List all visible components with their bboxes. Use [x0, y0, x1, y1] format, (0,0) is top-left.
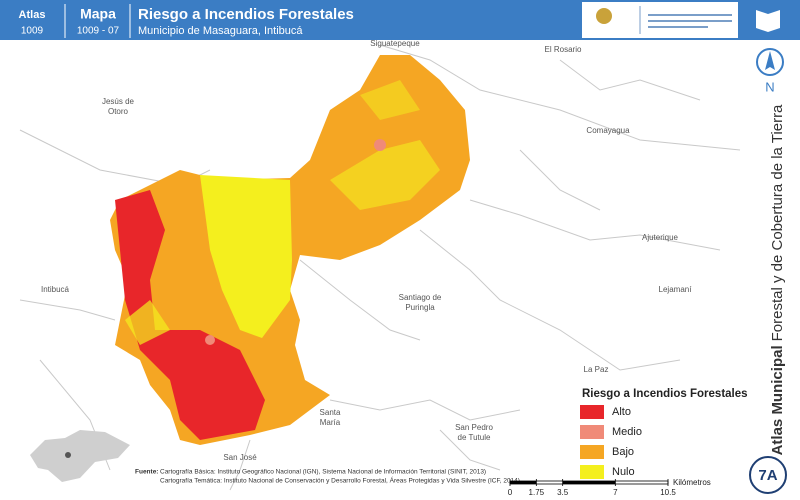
sheet-badge [749, 456, 787, 494]
place-label: San Pedro [455, 423, 493, 432]
place-label: María [320, 418, 341, 427]
north-label: N [765, 79, 774, 94]
logo-text-bar [648, 26, 708, 28]
side-title: Atlas Municipal Forestal y de Cobertura d… [769, 104, 786, 455]
source-line: Cartografía Temática: Instituto Nacional… [160, 476, 520, 485]
scale-tick-label: 10.5 [660, 488, 676, 497]
map-label: Mapa [80, 6, 116, 22]
legend-swatch [580, 445, 604, 459]
scale-tick-label: 3.5 [557, 488, 569, 497]
place-label: La Paz [584, 365, 609, 374]
municipality [110, 55, 470, 445]
subtitle: Municipio de Masaguara, Intibucá [138, 25, 303, 37]
scale-tick-label: 7 [613, 488, 618, 497]
legend-label: Alto [612, 406, 631, 418]
legend-title: Riesgo a Incendios Forestales [582, 388, 748, 400]
legend-swatch [580, 405, 604, 419]
source-line: Cartografía Básica: Instituto Geográfico… [160, 469, 486, 476]
place-label: Intibucá [41, 285, 70, 294]
place-label: Otoro [108, 107, 129, 116]
map-number: 1009 - 07 [77, 26, 120, 37]
place-label: Santa [320, 408, 341, 417]
book-icon [756, 10, 780, 32]
place-label: Comayagua [586, 126, 630, 135]
scale-segment [510, 481, 537, 484]
boundaries [19, 44, 741, 491]
logo-text-bar [648, 20, 732, 22]
side-title-rest: Forestal y de Cobertura de la Tierra [769, 104, 786, 341]
scale-tick-label: 1.75 [529, 488, 545, 497]
atlas-label: Atlas [19, 9, 46, 21]
place-label: Ajuterique [642, 233, 679, 242]
legend: Alto Medio Bajo Nulo [580, 405, 642, 479]
atlas-number: 1009 [21, 26, 44, 37]
scale-segment [562, 481, 616, 484]
logo-emblem [596, 8, 612, 24]
legend-label: Bajo [612, 446, 634, 458]
place-label: Jesús de [102, 97, 135, 106]
place-label: Siguatepeque [370, 39, 420, 48]
place-label: Santiago de [399, 293, 442, 302]
legend-label: Nulo [612, 466, 635, 478]
source-label: Fuente: [135, 469, 158, 476]
place-label: de Tutule [458, 433, 491, 442]
legend-swatch [580, 465, 604, 479]
legend-label: Medio [612, 426, 642, 438]
place-label: Puringla [405, 303, 435, 312]
place-label: San José [223, 453, 257, 462]
north-arrow [765, 51, 775, 70]
logo-text-bar [648, 14, 732, 16]
sheet-label: 7A [758, 467, 777, 484]
place-label: El Rosario [545, 45, 582, 54]
inset-map [30, 430, 130, 482]
scale-unit: Kilómetros [673, 478, 711, 487]
title: Riesgo a Incendios Forestales [138, 6, 354, 23]
legend-swatch [580, 425, 604, 439]
side-title-bold: Atlas Municipal [769, 345, 786, 455]
scale-tick-label: 0 [508, 488, 513, 497]
place-label: Lejamaní [659, 285, 693, 294]
